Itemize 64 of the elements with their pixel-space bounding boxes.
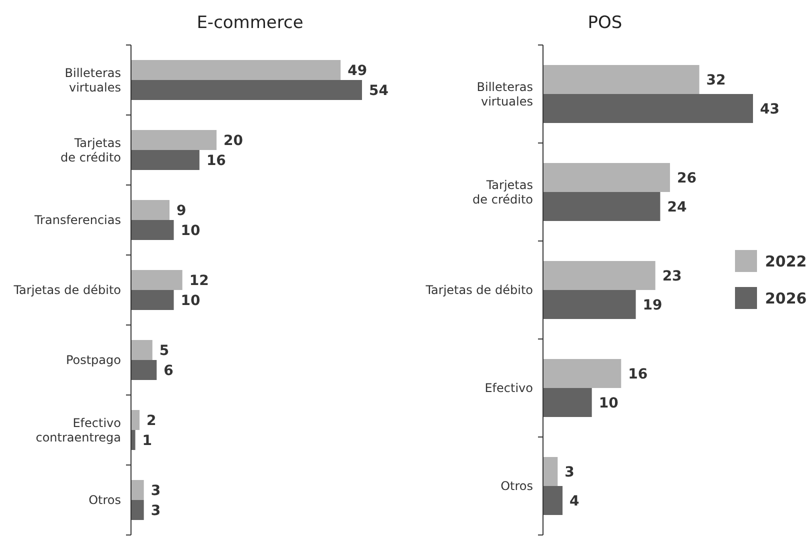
data-label: 1 [142, 432, 152, 449]
bar [543, 388, 592, 417]
bar [131, 500, 144, 520]
bar [131, 410, 140, 430]
y-tick-label: Billeteras virtuales [476, 80, 533, 108]
bar [131, 360, 157, 380]
bar [131, 480, 144, 500]
data-label: 20 [224, 132, 244, 149]
bar [131, 80, 362, 100]
data-label: 49 [348, 62, 368, 79]
data-label: 5 [159, 342, 170, 359]
data-label: 6 [164, 362, 174, 379]
bar [543, 163, 670, 192]
bar [131, 150, 200, 170]
data-label: 3 [150, 482, 161, 499]
y-tick-label: Efectivo contraentrega [36, 416, 121, 444]
legend-label: 2026 [765, 289, 807, 308]
bar [543, 192, 660, 221]
y-tick-label: Otros [500, 478, 533, 493]
data-label: 23 [662, 268, 682, 284]
bar [543, 65, 700, 94]
bar [543, 94, 753, 123]
bar [543, 457, 558, 486]
y-tick-label: Transferencias [33, 212, 121, 227]
data-label: 32 [706, 72, 726, 88]
bar [131, 130, 217, 150]
y-tick-label: Postpago [66, 352, 121, 367]
chart-title: E-commerce [196, 13, 304, 33]
data-label: 26 [676, 170, 696, 186]
bar [543, 290, 636, 319]
data-label: 10 [598, 395, 619, 412]
data-label: 54 [369, 82, 389, 99]
y-tick-label: Billeteras virtuales [64, 66, 121, 94]
data-label: 19 [642, 297, 662, 314]
bar [543, 359, 622, 388]
data-label: 9 [176, 202, 186, 219]
legend-label: 2022 [765, 252, 807, 270]
y-tick-label: Tarjetas de crédito [60, 136, 121, 164]
data-label: 4 [570, 493, 580, 510]
y-tick-label: Tarjetas de crédito [472, 178, 533, 206]
bar [131, 430, 136, 450]
bar [131, 270, 182, 290]
data-label: 24 [667, 199, 687, 216]
bar [131, 290, 174, 310]
data-label: 10 [180, 222, 201, 239]
y-tick-label: Otros [88, 492, 121, 507]
data-label: 3 [564, 464, 574, 480]
data-label: 12 [189, 272, 209, 289]
bar [131, 220, 174, 240]
y-tick-label: Tarjetas de débito [12, 282, 121, 297]
bar [543, 261, 656, 290]
data-label: 43 [760, 101, 780, 118]
chart-title: POS [588, 13, 622, 33]
bar [131, 200, 170, 220]
y-tick-label: Efectivo [484, 380, 533, 395]
data-label: 2 [146, 412, 156, 429]
bar [131, 60, 341, 80]
data-label: 16 [206, 152, 226, 169]
data-label: 16 [628, 366, 648, 382]
data-label: 10 [180, 292, 201, 309]
bar [131, 340, 152, 360]
y-tick-label: Tarjetas de débito [424, 282, 533, 297]
bar [543, 486, 563, 515]
data-label: 3 [150, 502, 161, 519]
